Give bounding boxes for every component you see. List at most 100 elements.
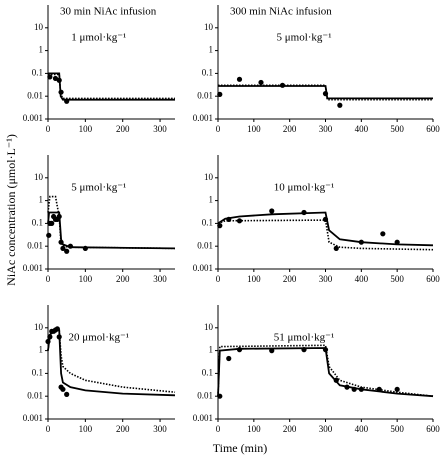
dotted-curve: [217, 219, 434, 251]
x-tick-label: 0: [46, 274, 51, 284]
x-tick-label: 400: [355, 124, 369, 134]
x-tick-label: 300: [153, 424, 167, 434]
x-tick-label: 200: [283, 274, 297, 284]
y-tick-label: 0.001: [23, 413, 43, 423]
data-point: [60, 386, 66, 392]
y-tick-label: 0.001: [23, 263, 43, 273]
x-tick-label: 0: [46, 424, 51, 434]
data-point: [64, 248, 70, 254]
y-tick-label: 1: [39, 345, 44, 355]
y-tick-label: 10: [204, 172, 214, 182]
x-tick-label: 300: [319, 124, 333, 134]
y-tick-label: 1: [39, 45, 44, 55]
dose-label: 10 μmol·kg⁻¹: [274, 182, 335, 194]
y-tick-label: 0.1: [202, 367, 213, 377]
x-tick-label: 200: [116, 274, 130, 284]
solid-curve: [217, 211, 434, 247]
y-tick-label: 10: [34, 172, 44, 182]
y-axis-label: NiAc concentration (μmol·L⁻¹): [4, 134, 18, 286]
y-tick-label: 0.1: [32, 67, 43, 77]
solid-curve: [47, 327, 176, 397]
data-point: [47, 74, 53, 80]
x-tick-label: 400: [355, 274, 369, 284]
y-tick-label: 0.01: [197, 240, 213, 250]
y-tick-label: 0.01: [27, 390, 43, 400]
x-tick-label: 300: [153, 274, 167, 284]
y-tick-label: 10: [204, 322, 214, 332]
x-tick-label: 0: [216, 424, 221, 434]
x-tick-label: 600: [426, 124, 440, 134]
dotted-curve: [47, 326, 176, 393]
data-point: [333, 245, 339, 252]
x-tick-label: 100: [247, 424, 261, 434]
x-tick-label: 200: [283, 424, 297, 434]
y-tick-label: 1: [209, 195, 214, 205]
y-tick-label: 0.001: [193, 413, 213, 423]
y-tick-label: 1: [209, 45, 214, 55]
data-point: [217, 223, 223, 229]
data-point: [46, 232, 52, 238]
panel-title: 300 min NiAc infusion: [230, 6, 332, 18]
dotted-curve: [217, 344, 434, 397]
panel-title: 30 min NiAc infusion: [60, 6, 157, 18]
data-point: [236, 76, 243, 82]
data-point: [394, 386, 400, 392]
data-point: [258, 79, 264, 86]
dotted-curve: [48, 73, 175, 100]
dose-label: 5 μmol·kg⁻¹: [276, 32, 331, 44]
solid-curve: [218, 85, 433, 100]
dose-label: 51 μmol·kg⁻¹: [274, 332, 335, 344]
x-tick-label: 500: [390, 124, 404, 134]
x-tick-label: 200: [116, 424, 130, 434]
y-tick-label: 10: [204, 22, 214, 32]
y-tick-label: 10: [34, 322, 44, 332]
x-tick-label: 100: [79, 274, 93, 284]
x-tick-label: 100: [79, 424, 93, 434]
x-tick-label: 300: [319, 274, 333, 284]
y-tick-label: 0.1: [202, 67, 213, 77]
y-tick-label: 0.01: [27, 240, 43, 250]
dose-label: 1 μmol·kg⁻¹: [71, 32, 126, 44]
x-tick-label: 400: [355, 424, 369, 434]
x-tick-label: 200: [116, 124, 130, 134]
solid-curve: [48, 72, 175, 101]
x-tick-label: 100: [247, 124, 261, 134]
data-point: [380, 231, 386, 237]
data-point: [217, 91, 223, 97]
data-point: [226, 355, 232, 362]
x-tick-label: 300: [319, 424, 333, 434]
dotted-curve: [47, 195, 176, 250]
y-tick-label: 0.01: [197, 390, 213, 400]
dose-label: 5 μmol·kg⁻¹: [71, 182, 126, 194]
data-point: [337, 102, 343, 108]
x-tick-label: 300: [153, 124, 167, 134]
x-tick-label: 600: [426, 274, 440, 284]
x-tick-label: 100: [247, 274, 261, 284]
x-axis-label: Time (min): [213, 441, 268, 455]
data-point: [49, 220, 55, 226]
y-tick-label: 0.01: [197, 90, 213, 100]
dotted-curve: [218, 84, 433, 101]
x-tick-label: 500: [390, 424, 404, 434]
y-tick-label: 0.1: [32, 367, 43, 377]
y-tick-label: 0.001: [193, 263, 213, 273]
solid-curve: [217, 347, 434, 398]
y-tick-label: 0.001: [193, 113, 213, 123]
x-tick-label: 600: [426, 424, 440, 434]
x-tick-label: 0: [216, 124, 221, 134]
x-tick-label: 0: [216, 274, 221, 284]
y-tick-label: 0.1: [202, 217, 213, 227]
y-tick-label: 1: [39, 195, 44, 205]
y-tick-label: 0.01: [27, 90, 43, 100]
x-tick-label: 200: [283, 124, 297, 134]
y-tick-label: 0.001: [23, 113, 43, 123]
x-tick-label: 500: [390, 274, 404, 284]
dose-label: 20 μmol·kg⁻¹: [69, 332, 130, 344]
y-tick-label: 0.1: [32, 217, 43, 227]
solid-curve: [47, 211, 176, 250]
y-tick-label: 1: [209, 345, 214, 355]
x-tick-label: 100: [79, 124, 93, 134]
data-point: [64, 391, 70, 397]
data-point: [269, 208, 275, 214]
